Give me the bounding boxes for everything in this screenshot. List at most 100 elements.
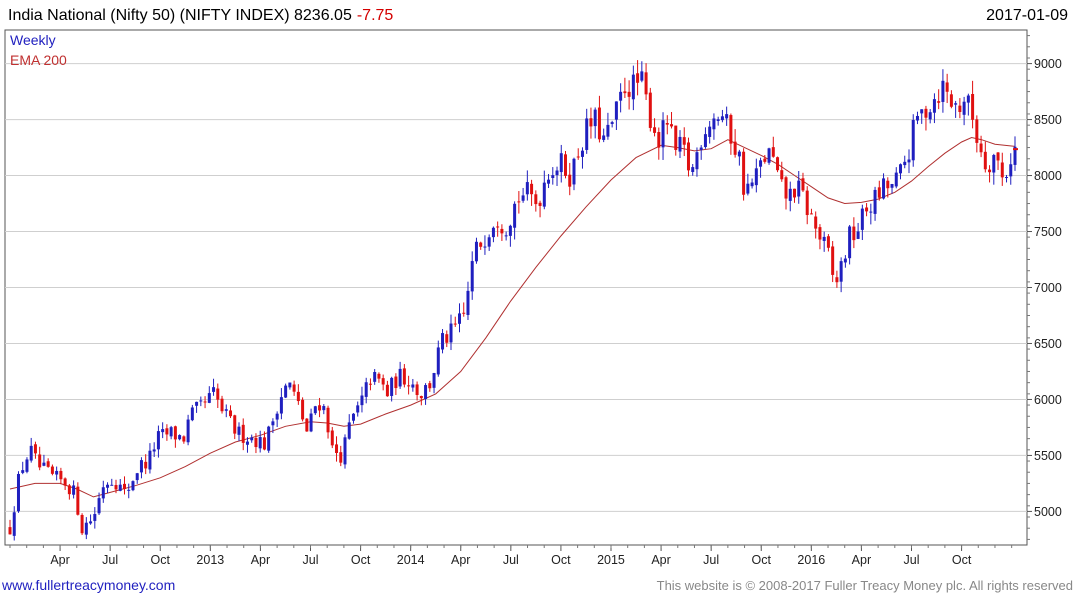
candle [165, 424, 169, 441]
candle [873, 186, 877, 221]
candle-body [330, 430, 334, 446]
candle-body [178, 435, 182, 440]
ema-200-line [9, 136, 1016, 498]
candle [93, 507, 97, 529]
candle-body [941, 80, 945, 102]
candle-body [292, 384, 296, 392]
candle-body [979, 143, 983, 153]
candle-body [576, 156, 580, 158]
candle [356, 401, 360, 417]
candle [101, 480, 105, 503]
y-tick-label: 7500 [1034, 225, 1062, 239]
candle-body [190, 407, 194, 421]
candle-body [233, 415, 237, 434]
candle [831, 241, 835, 283]
candle-body [742, 151, 746, 195]
candle [12, 506, 16, 541]
candle-body [250, 437, 254, 441]
candle [691, 163, 695, 176]
candle-body [962, 101, 966, 115]
candle [500, 224, 504, 241]
candle [559, 144, 563, 183]
candle-body [89, 521, 93, 524]
candle-body [114, 485, 118, 490]
candle [428, 380, 432, 392]
candle [186, 414, 190, 446]
candle-body [920, 109, 924, 114]
candle-body [737, 151, 741, 157]
candle [759, 157, 763, 178]
candle [496, 221, 500, 237]
candle-body [131, 481, 135, 491]
candle [619, 83, 623, 113]
candle-body [924, 108, 928, 118]
candle-body [631, 74, 635, 100]
candle [16, 471, 20, 513]
candle [220, 395, 224, 414]
candle [436, 340, 440, 377]
candle-body [750, 182, 754, 187]
candle [504, 231, 508, 241]
candle-body [856, 231, 860, 239]
candle-body [275, 413, 279, 420]
candle-body [364, 382, 368, 397]
candle-body [852, 226, 856, 241]
candle [797, 170, 801, 204]
candle [144, 454, 148, 475]
candle [865, 203, 869, 217]
candle-body [992, 155, 996, 173]
candle [347, 414, 351, 440]
candle-body [258, 437, 262, 449]
footer-website-link[interactable]: www.fullertreacymoney.com [1, 577, 175, 593]
legend-weekly: Weekly [10, 32, 56, 48]
candle-body [428, 383, 432, 389]
candle [148, 443, 152, 474]
candle [788, 181, 792, 212]
candle-body [38, 454, 42, 468]
candle-body [602, 135, 606, 140]
candle [661, 112, 665, 160]
candle [122, 476, 126, 495]
candle-body [657, 132, 661, 148]
candle [63, 477, 67, 490]
candle [195, 401, 199, 413]
candle [46, 458, 50, 468]
candle-body [127, 489, 131, 491]
candle-body [326, 407, 330, 433]
candle [390, 376, 394, 402]
candle-body [597, 107, 601, 140]
candle-body [958, 105, 962, 112]
candle [983, 141, 987, 173]
candle [763, 155, 767, 164]
candle [432, 372, 436, 394]
candle-body [636, 73, 640, 83]
candle [648, 87, 652, 132]
candle-body [271, 421, 275, 426]
candle-body [568, 174, 572, 187]
candle [449, 314, 453, 351]
candle [114, 479, 118, 494]
candle [424, 383, 428, 405]
candle [631, 65, 635, 111]
candle [547, 174, 551, 189]
legend-ema-200: EMA 200 [10, 52, 67, 68]
candle [979, 135, 983, 158]
candle-body [152, 449, 156, 452]
candle [381, 374, 385, 391]
candle [962, 96, 966, 126]
candle [805, 186, 809, 225]
x-tick-label: Apr [251, 553, 270, 567]
candle [229, 405, 233, 419]
candle [966, 93, 970, 116]
candle [975, 115, 979, 153]
candle-body [547, 179, 551, 184]
candle [445, 330, 449, 348]
candle-body [356, 405, 360, 413]
candle-body [619, 91, 623, 101]
candle [894, 167, 898, 189]
candle [517, 191, 521, 214]
candle [932, 93, 936, 124]
candle [127, 483, 131, 499]
candle-body [424, 385, 428, 400]
candle-body [729, 115, 733, 144]
